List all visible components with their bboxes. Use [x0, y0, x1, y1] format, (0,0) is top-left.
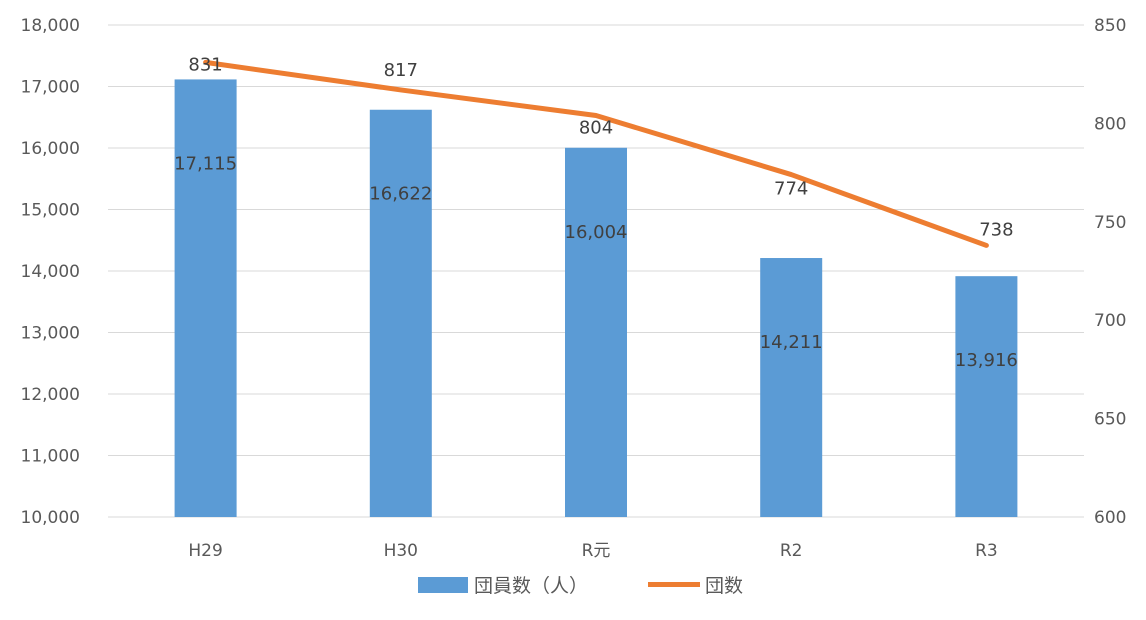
left-axis-tick-label: 15,000	[21, 201, 80, 221]
line-data-label: 831	[188, 54, 222, 75]
bar	[565, 147, 627, 517]
right-axis-tick-label: 600	[1094, 508, 1126, 528]
right-axis-tick-label: 700	[1094, 311, 1126, 331]
x-axis-tick-label: H29	[188, 541, 222, 561]
bar-data-label: 14,211	[760, 332, 823, 353]
legend-swatch-line	[648, 582, 700, 587]
right-axis-ticks: 600 650 700 750 800 850	[1094, 16, 1126, 528]
bar	[174, 79, 237, 518]
line-data-label: 774	[774, 179, 808, 200]
bar	[369, 109, 432, 517]
bar	[955, 276, 1018, 517]
bar-data-label: 13,916	[955, 350, 1018, 371]
right-axis-tick-label: 750	[1094, 213, 1126, 233]
bar-data-label: 16,622	[369, 184, 432, 205]
x-axis-tick-label: R3	[975, 541, 998, 561]
x-axis-tick-label: R2	[780, 541, 803, 561]
left-axis-tick-label: 17,000	[21, 78, 80, 98]
x-axis-ticks: H29 H30 R元 R2 R3	[188, 541, 997, 561]
right-axis-tick-label: 800	[1094, 114, 1126, 134]
left-axis-tick-label: 11,000	[21, 447, 80, 467]
bar-series	[174, 79, 1018, 518]
line-path	[203, 59, 989, 248]
left-axis-tick-label: 16,000	[21, 139, 80, 159]
left-axis-tick-label: 12,000	[21, 385, 80, 405]
left-axis-tick-label: 10,000	[21, 508, 80, 528]
legend-swatch-bar	[418, 577, 468, 593]
left-axis-tick-label: 14,000	[21, 262, 80, 282]
bar-data-label: 16,004	[565, 222, 628, 243]
right-axis-tick-label: 850	[1094, 16, 1126, 36]
left-axis-tick-label: 18,000	[21, 16, 80, 36]
x-axis-tick-label: R元	[582, 541, 611, 561]
bar-data-label: 17,115	[174, 153, 237, 174]
x-axis-tick-label: H30	[384, 541, 418, 561]
line-data-label: 738	[979, 219, 1013, 240]
line-data-label: 817	[384, 60, 418, 81]
bar	[760, 258, 823, 517]
line-series	[203, 59, 989, 248]
left-axis-tick-label: 13,000	[21, 324, 80, 344]
legend-label-bar: 団員数（人）	[474, 575, 588, 597]
bar-data-labels: 17,115 16,622 16,004 14,211 13,916	[174, 153, 1018, 371]
right-axis-tick-label: 650	[1094, 410, 1126, 430]
left-axis-ticks: 10,000 11,000 12,000 13,000 14,000 15,000 16,0…	[21, 16, 80, 528]
line-data-labels: 831 817 804 774 738	[188, 54, 1013, 240]
legend: 団員数（人） 団数	[418, 575, 743, 597]
line-data-label: 804	[579, 118, 613, 139]
legend-label-line: 団数	[705, 575, 743, 597]
